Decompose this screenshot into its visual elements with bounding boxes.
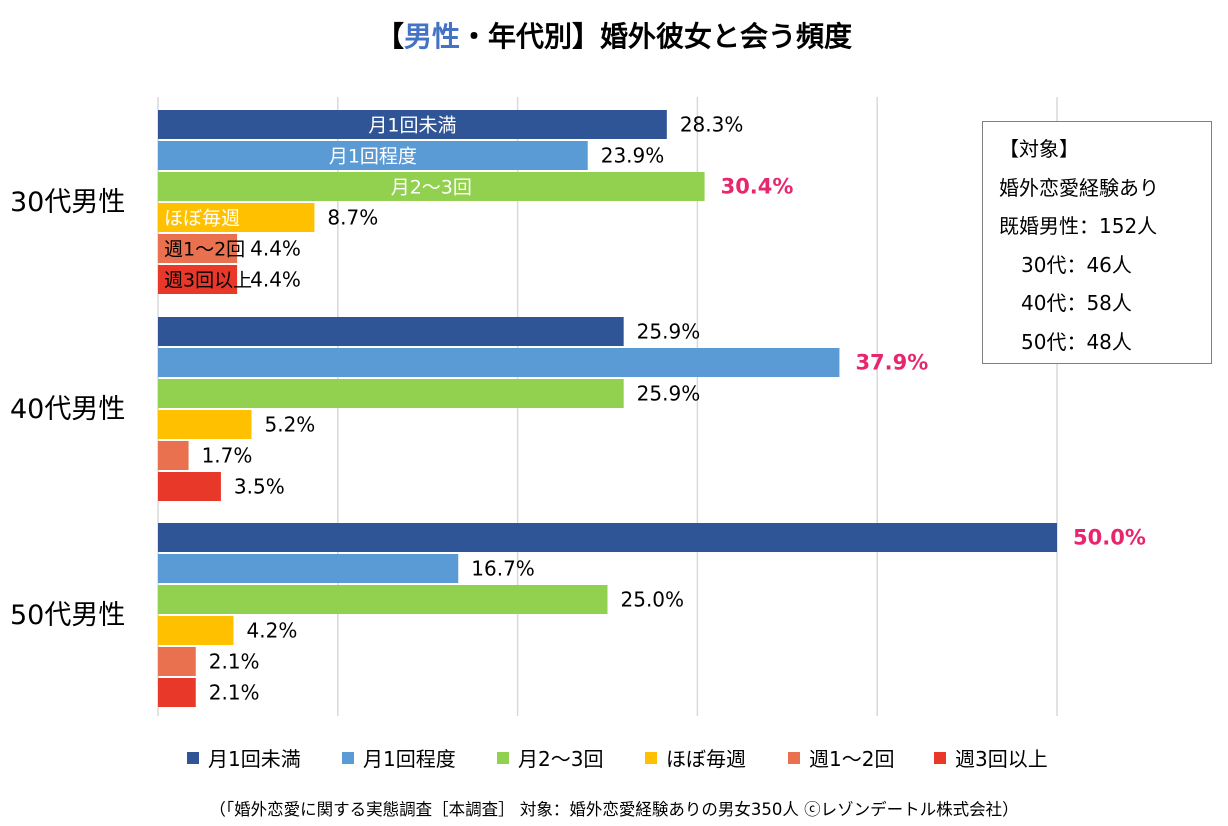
info-box: 【対象】 婚外恋愛経験あり 既婚男性：152人 30代：46人 40代：58人 … bbox=[982, 121, 1212, 364]
bar-value-label: 2.1% bbox=[209, 681, 260, 705]
bar bbox=[158, 472, 221, 501]
bar-value-label: 25.9% bbox=[637, 320, 701, 344]
chart-title: 【男性・年代別】婚外彼女と会う頻度 bbox=[376, 20, 852, 53]
title-bracket: 【 bbox=[376, 20, 404, 53]
legend-swatch bbox=[788, 752, 800, 764]
bar bbox=[158, 585, 608, 614]
title-rest: ・年代別】婚外彼女と会う頻度 bbox=[460, 20, 852, 53]
legend-swatch bbox=[645, 752, 657, 764]
bar bbox=[158, 410, 252, 439]
title-highlight: 男性 bbox=[404, 20, 460, 53]
group-label: 50代男性 bbox=[10, 600, 125, 631]
bar bbox=[158, 203, 315, 232]
bar-value-label: 3.5% bbox=[234, 475, 285, 499]
bar bbox=[158, 441, 189, 470]
bar-value-label: 23.9% bbox=[601, 144, 665, 168]
legend-swatch bbox=[934, 752, 946, 764]
bar bbox=[158, 234, 238, 263]
bar bbox=[158, 616, 234, 645]
bar-value-label: 4.2% bbox=[247, 619, 298, 643]
bar bbox=[158, 265, 238, 294]
bar-value-label: 5.2% bbox=[264, 413, 315, 437]
bar-value-label: 4.4% bbox=[250, 268, 301, 292]
group-label: 40代男性 bbox=[10, 394, 125, 425]
bar bbox=[158, 647, 196, 676]
bar-value-label: 4.4% bbox=[250, 237, 301, 261]
bar-value-label: 1.7% bbox=[202, 444, 253, 468]
bar bbox=[158, 348, 840, 377]
bar bbox=[158, 523, 1057, 552]
bar-series-label: 週1～2回 bbox=[164, 239, 245, 261]
bar-value-label: 2.1% bbox=[209, 650, 260, 674]
bar-series-label: ほぼ毎週 bbox=[164, 208, 240, 230]
bar-series-label: 月1回程度 bbox=[329, 146, 417, 168]
group-labels: 30代男性 40代男性 50代男性 bbox=[10, 187, 125, 631]
bar-value-label: 28.3% bbox=[680, 113, 744, 137]
legend-swatch bbox=[497, 752, 509, 764]
bar bbox=[158, 141, 588, 170]
bar-value-label: 8.7% bbox=[327, 206, 378, 230]
info-box-line: 既婚男性：152人 bbox=[999, 214, 1158, 238]
legend-label: ほぼ毎週 bbox=[666, 747, 746, 771]
info-box-header: 【対象】 bbox=[999, 137, 1079, 161]
bar-value-label: 50.0% bbox=[1073, 526, 1146, 550]
bar bbox=[158, 379, 624, 408]
info-box-line: 50代：48人 bbox=[1021, 329, 1132, 354]
info-box-line: 30代：46人 bbox=[1021, 252, 1132, 277]
legend-swatch bbox=[187, 752, 199, 764]
bar-value-label: 25.9% bbox=[637, 382, 701, 406]
bar-series-label: 月2～3回 bbox=[391, 177, 472, 199]
bars: 28.3% 月1回未満 23.9% 月1回程度 30.4% 月2～3回 8.7% ほぼ毎週 4.… bbox=[158, 110, 1146, 707]
bar-series-label: 月1回未満 bbox=[368, 115, 456, 137]
legend-label: 月1回程度 bbox=[363, 747, 456, 771]
legend-label: 月2～3回 bbox=[518, 747, 603, 771]
info-box-line: 40代：58人 bbox=[1021, 291, 1132, 315]
legend: 月1回未満 月1回程度 月2～3回 ほぼ毎週 週1～2回 週3回以上 bbox=[187, 747, 1048, 771]
bar bbox=[158, 678, 196, 707]
bar-value-label: 16.7% bbox=[471, 557, 535, 581]
legend-swatch bbox=[342, 752, 354, 764]
info-box-line: 婚外恋愛経験あり bbox=[999, 175, 1159, 200]
bar-value-label: 25.0% bbox=[621, 588, 685, 612]
bar-series-label: 週3回以上 bbox=[164, 270, 252, 292]
footnote: （「婚外恋愛に関する実態調査［本調査］ 対象：婚外恋愛経験ありの男女350人 ⓒ… bbox=[209, 799, 1018, 819]
bar bbox=[158, 554, 459, 583]
bar bbox=[158, 317, 624, 346]
bar bbox=[158, 110, 667, 139]
bar-value-label: 30.4% bbox=[721, 175, 794, 199]
bar-value-label: 37.9% bbox=[855, 351, 928, 375]
legend-label: 月1回未満 bbox=[208, 747, 301, 771]
bar bbox=[158, 172, 705, 201]
legend-label: 週3回以上 bbox=[955, 747, 1048, 771]
group-label: 30代男性 bbox=[10, 187, 125, 218]
legend-label: 週1～2回 bbox=[809, 747, 894, 771]
